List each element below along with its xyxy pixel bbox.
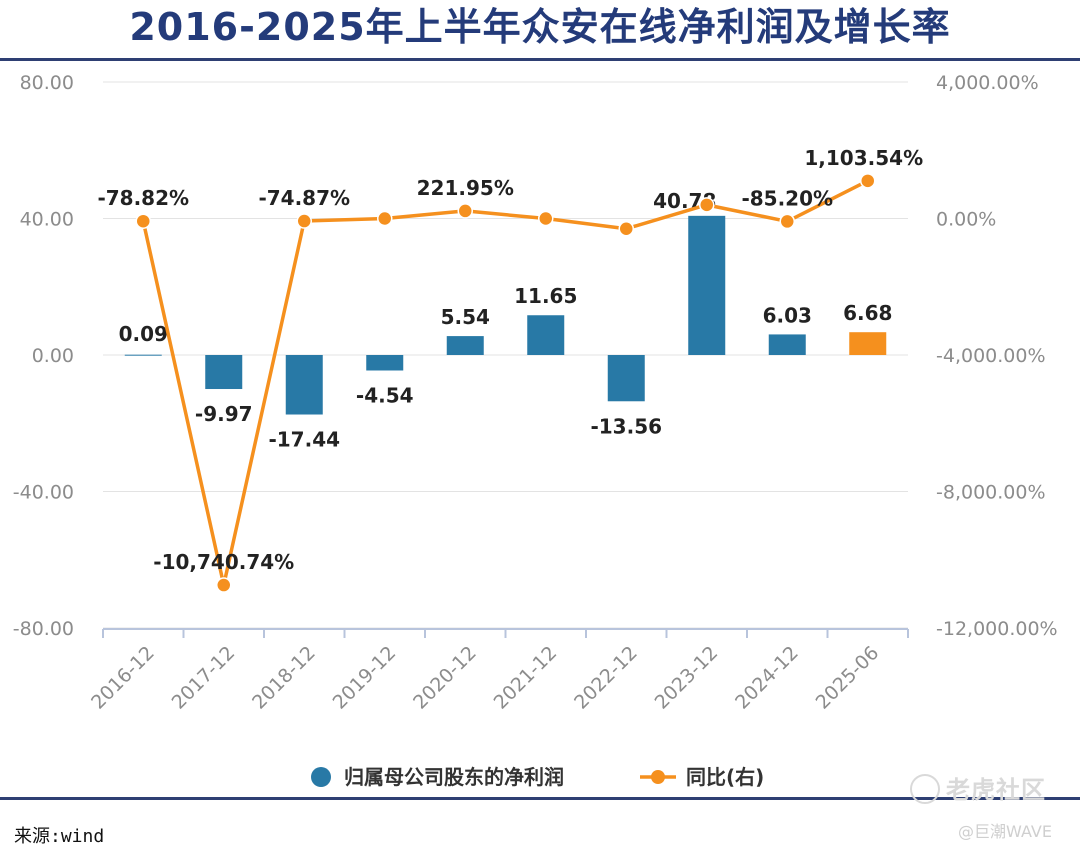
bar-data-label: -13.56 <box>590 414 662 438</box>
line-point <box>618 220 634 237</box>
right-axis-tick-label: -4,000.00% <box>936 345 1046 367</box>
x-axis-tick-label: 2016-12 <box>87 642 159 714</box>
bar <box>688 215 726 355</box>
line-data-label: -85.20% <box>741 186 833 210</box>
bar <box>446 336 484 355</box>
bar-data-label: -4.54 <box>356 383 414 407</box>
bar <box>285 355 323 415</box>
legend-bar-marker <box>311 767 331 787</box>
tiger-logo-icon <box>910 774 940 804</box>
bar <box>607 355 645 402</box>
legend-line-label: 同比(右) <box>686 765 764 789</box>
watermark-main: 老虎社区 <box>910 770 1046 806</box>
bar-data-label: 6.68 <box>843 301 892 325</box>
line-point <box>135 213 151 229</box>
x-axis-tick-label: 2021-12 <box>490 642 562 714</box>
bar-data-label: 11.65 <box>514 284 577 308</box>
right-axis-tick-label: 0.00% <box>936 209 996 231</box>
bar <box>768 334 806 355</box>
bar-data-label: 0.09 <box>119 322 168 346</box>
left-axis-tick-label: 40.00 <box>20 209 74 231</box>
line-point <box>457 203 473 219</box>
right-axis-tick-label: 4,000.00% <box>936 72 1039 94</box>
line-series-path <box>141 179 869 587</box>
x-axis-tick-label: 2024-12 <box>731 642 803 714</box>
bar <box>205 355 243 390</box>
line-point <box>699 197 715 213</box>
legend-bar-label: 归属母公司股东的净利润 <box>344 765 564 789</box>
x-axis-tick-label: 2018-12 <box>248 642 320 714</box>
source-label: 来源:wind <box>14 826 105 847</box>
line-data-label: -10,740.74% <box>153 550 294 574</box>
watermark-main-text: 老虎社区 <box>946 776 1046 804</box>
chart: 80.00 40.00 0.00 -40.00 -80.00 4,000.00% 0.00%… <box>13 72 1058 789</box>
right-axis-tick-label: -8,000.00% <box>936 482 1046 504</box>
bar-data-label: -9.97 <box>195 402 253 426</box>
bar-data-label: 6.03 <box>763 303 812 327</box>
bar-data-label: 5.54 <box>441 305 490 329</box>
line-data-label: 221.95% <box>417 176 514 200</box>
watermark-sub: @巨潮WAVE <box>958 822 1052 841</box>
x-axis-tick-label: 2025-06 <box>812 642 884 714</box>
line-point <box>296 213 312 229</box>
line-data-label: -78.82% <box>97 186 189 210</box>
chart-title: 2016-2025年上半年众安在线净利润及增长率 <box>129 5 951 49</box>
line-point <box>538 210 554 227</box>
left-axis-tick-label: -40.00 <box>13 482 74 504</box>
x-axis-tick-label: 2023-12 <box>651 642 723 714</box>
line-data-label: 1,103.54% <box>804 146 923 170</box>
bar <box>849 332 887 355</box>
right-axis-tick-label: -12,000.00% <box>936 618 1058 640</box>
bar-data-label: -17.44 <box>268 428 340 452</box>
bar <box>124 354 162 356</box>
line-point <box>377 210 393 227</box>
bar <box>527 315 565 355</box>
bar <box>366 355 404 371</box>
x-axis-tick-label: 2017-12 <box>168 642 240 714</box>
x-axis-tick-label: 2019-12 <box>329 642 401 714</box>
x-axis-tick-label: 2022-12 <box>570 642 642 714</box>
left-axis-tick-label: 0.00 <box>32 345 74 367</box>
legend-line-dot <box>651 770 665 784</box>
left-axis-tick-label: 80.00 <box>20 72 74 94</box>
line-point <box>860 173 876 189</box>
line-data-label: -74.87% <box>258 186 350 210</box>
line-point <box>779 213 795 230</box>
line-point <box>216 577 232 593</box>
bottom-rule <box>0 797 1080 800</box>
left-axis-tick-label: -80.00 <box>13 618 74 640</box>
top-rule <box>0 58 1080 61</box>
x-axis-tick-label: 2020-12 <box>409 642 481 714</box>
